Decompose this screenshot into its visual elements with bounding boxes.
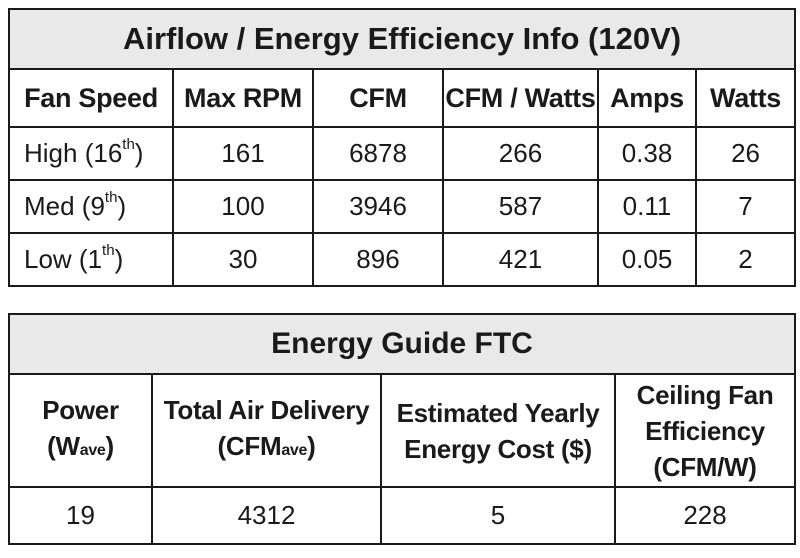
- header-power: Power (Wave): [8, 373, 153, 488]
- header-cfm-watts: CFM / Watts: [442, 68, 599, 128]
- power-label: Power: [42, 395, 119, 425]
- amps-cell: 0.38: [597, 126, 697, 181]
- rpm-cell: 100: [172, 179, 314, 234]
- delivery-value: 4312: [151, 486, 382, 545]
- header-cfm: CFM: [312, 68, 444, 128]
- fan-speed-cell: High (16th): [8, 126, 174, 181]
- rpm-cell: 161: [172, 126, 314, 181]
- efficiency-value: 228: [613, 486, 797, 545]
- header-max-rpm: Max RPM: [172, 68, 314, 128]
- header-watts: Watts: [694, 68, 797, 128]
- power-unit: (Wave): [47, 431, 114, 461]
- fan-speed-cell: Med (9th): [8, 179, 174, 234]
- watts-cell: 2: [694, 232, 797, 287]
- cfm-cell: 6878: [312, 126, 444, 181]
- fan-speed-cell: Low (1th): [8, 232, 174, 287]
- power-value: 19: [8, 486, 153, 545]
- table-row: 19 4312 5 228: [8, 486, 797, 545]
- cfm-cell: 3946: [312, 179, 444, 234]
- amps-cell: 0.11: [597, 179, 697, 234]
- watts-cell: 26: [694, 126, 797, 181]
- header-yearly-cost: Estimated Yearly Energy Cost ($): [380, 373, 616, 488]
- header-fan-speed: Fan Speed: [8, 68, 174, 128]
- delivery-unit: (CFMave): [217, 431, 316, 461]
- table-row: High (16th) 161 6878 266 0.38 26: [8, 126, 797, 181]
- delivery-label: Total Air Delivery: [163, 395, 370, 425]
- energy-guide-table: Energy Guide FTC Power (Wave) Total Air …: [7, 313, 797, 545]
- cost-value: 5: [380, 486, 616, 545]
- header-fan-efficiency: Ceiling Fan Efficiency (CFM/W): [613, 373, 797, 488]
- cfm-cell: 896: [312, 232, 444, 287]
- cfm-watts-cell: 421: [442, 232, 599, 287]
- cfm-watts-cell: 266: [442, 126, 599, 181]
- header-total-air-delivery: Total Air Delivery (CFMave): [151, 373, 382, 488]
- table-row: Med (9th) 100 3946 587 0.11 7: [8, 179, 797, 234]
- cfm-watts-cell: 587: [442, 179, 599, 234]
- airflow-efficiency-table: Airflow / Energy Efficiency Info (120V) …: [7, 8, 797, 287]
- amps-cell: 0.05: [597, 232, 697, 287]
- energy-guide-title: Energy Guide FTC: [7, 313, 797, 375]
- watts-cell: 7: [694, 179, 797, 234]
- header-amps: Amps: [597, 68, 697, 128]
- table-row: Low (1th) 30 896 421 0.05 2: [8, 232, 797, 287]
- rpm-cell: 30: [172, 232, 314, 287]
- airflow-table-title: Airflow / Energy Efficiency Info (120V): [7, 8, 797, 70]
